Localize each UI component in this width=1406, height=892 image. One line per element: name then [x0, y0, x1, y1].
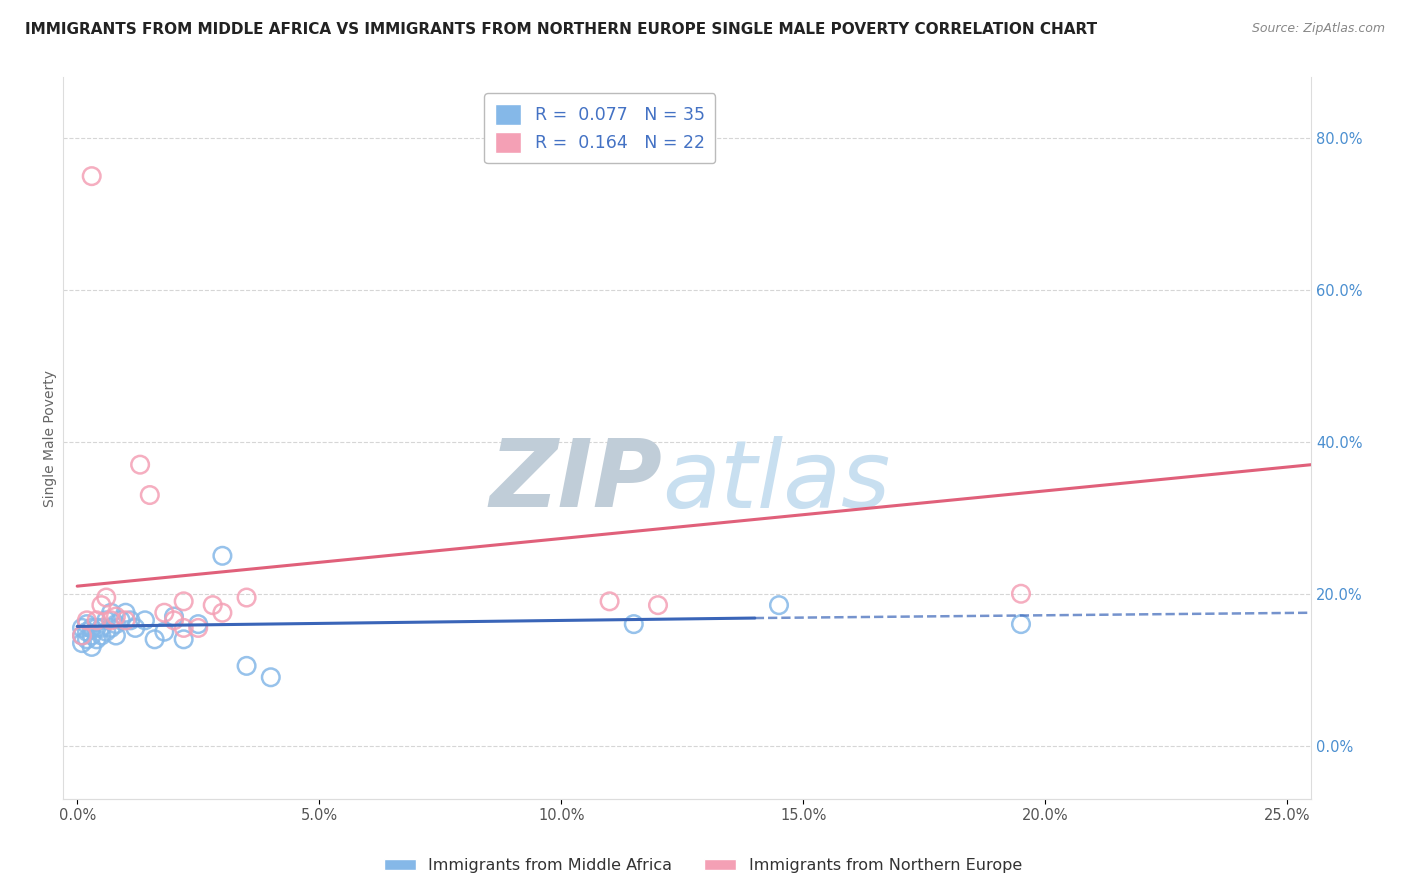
Point: [163, 609, 186, 624]
Point: [86, 632, 108, 647]
Point: [96, 624, 118, 639]
Point: [235, 659, 257, 673]
Point: [100, 606, 122, 620]
Point: [173, 594, 195, 608]
Point: [114, 613, 136, 627]
Point: [70, 628, 93, 642]
Text: IMMIGRANTS FROM MIDDLE AFRICA VS IMMIGRANTS FROM NORTHERN EUROPE SINGLE MALE POV: IMMIGRANTS FROM MIDDLE AFRICA VS IMMIGRA…: [25, 22, 1098, 37]
Point: [163, 613, 186, 627]
Point: [153, 606, 176, 620]
Text: ZIP: ZIP: [489, 435, 662, 527]
Point: [1010, 587, 1032, 601]
Point: [201, 598, 224, 612]
Point: [173, 632, 195, 647]
Point: [100, 621, 122, 635]
Point: [104, 609, 127, 624]
Point: [211, 606, 233, 620]
Point: [235, 591, 257, 605]
Point: [76, 632, 98, 647]
Point: [70, 621, 93, 635]
Point: [90, 598, 112, 612]
Point: [104, 628, 127, 642]
Point: [90, 628, 112, 642]
Point: [1010, 617, 1032, 632]
Point: [86, 621, 108, 635]
Legend: R =  0.077   N = 35, R =  0.164   N = 22: R = 0.077 N = 35, R = 0.164 N = 22: [484, 94, 716, 163]
Point: [76, 617, 98, 632]
Point: [76, 624, 98, 639]
Point: [80, 169, 103, 183]
Point: [100, 613, 122, 627]
Point: [104, 617, 127, 632]
Legend: Immigrants from Middle Africa, Immigrants from Northern Europe: Immigrants from Middle Africa, Immigrant…: [377, 852, 1029, 880]
Point: [80, 628, 103, 642]
Point: [70, 628, 93, 642]
Point: [86, 613, 108, 627]
Point: [623, 617, 645, 632]
Point: [143, 632, 166, 647]
Point: [96, 613, 118, 627]
Point: [124, 621, 146, 635]
Point: [129, 458, 152, 472]
Point: [187, 617, 209, 632]
Point: [80, 621, 103, 635]
Point: [260, 670, 283, 684]
Point: [76, 613, 98, 627]
Point: [599, 594, 621, 608]
Point: [90, 621, 112, 635]
Point: [96, 591, 118, 605]
Point: [134, 613, 156, 627]
Point: [768, 598, 790, 612]
Text: Source: ZipAtlas.com: Source: ZipAtlas.com: [1251, 22, 1385, 36]
Y-axis label: Single Male Poverty: Single Male Poverty: [44, 369, 58, 507]
Point: [110, 613, 132, 627]
Text: atlas: atlas: [662, 436, 890, 527]
Point: [173, 621, 195, 635]
Point: [114, 606, 136, 620]
Point: [647, 598, 669, 612]
Point: [70, 636, 93, 650]
Point: [211, 549, 233, 563]
Point: [153, 624, 176, 639]
Point: [187, 621, 209, 635]
Point: [80, 640, 103, 654]
Point: [139, 488, 162, 502]
Point: [120, 613, 142, 627]
